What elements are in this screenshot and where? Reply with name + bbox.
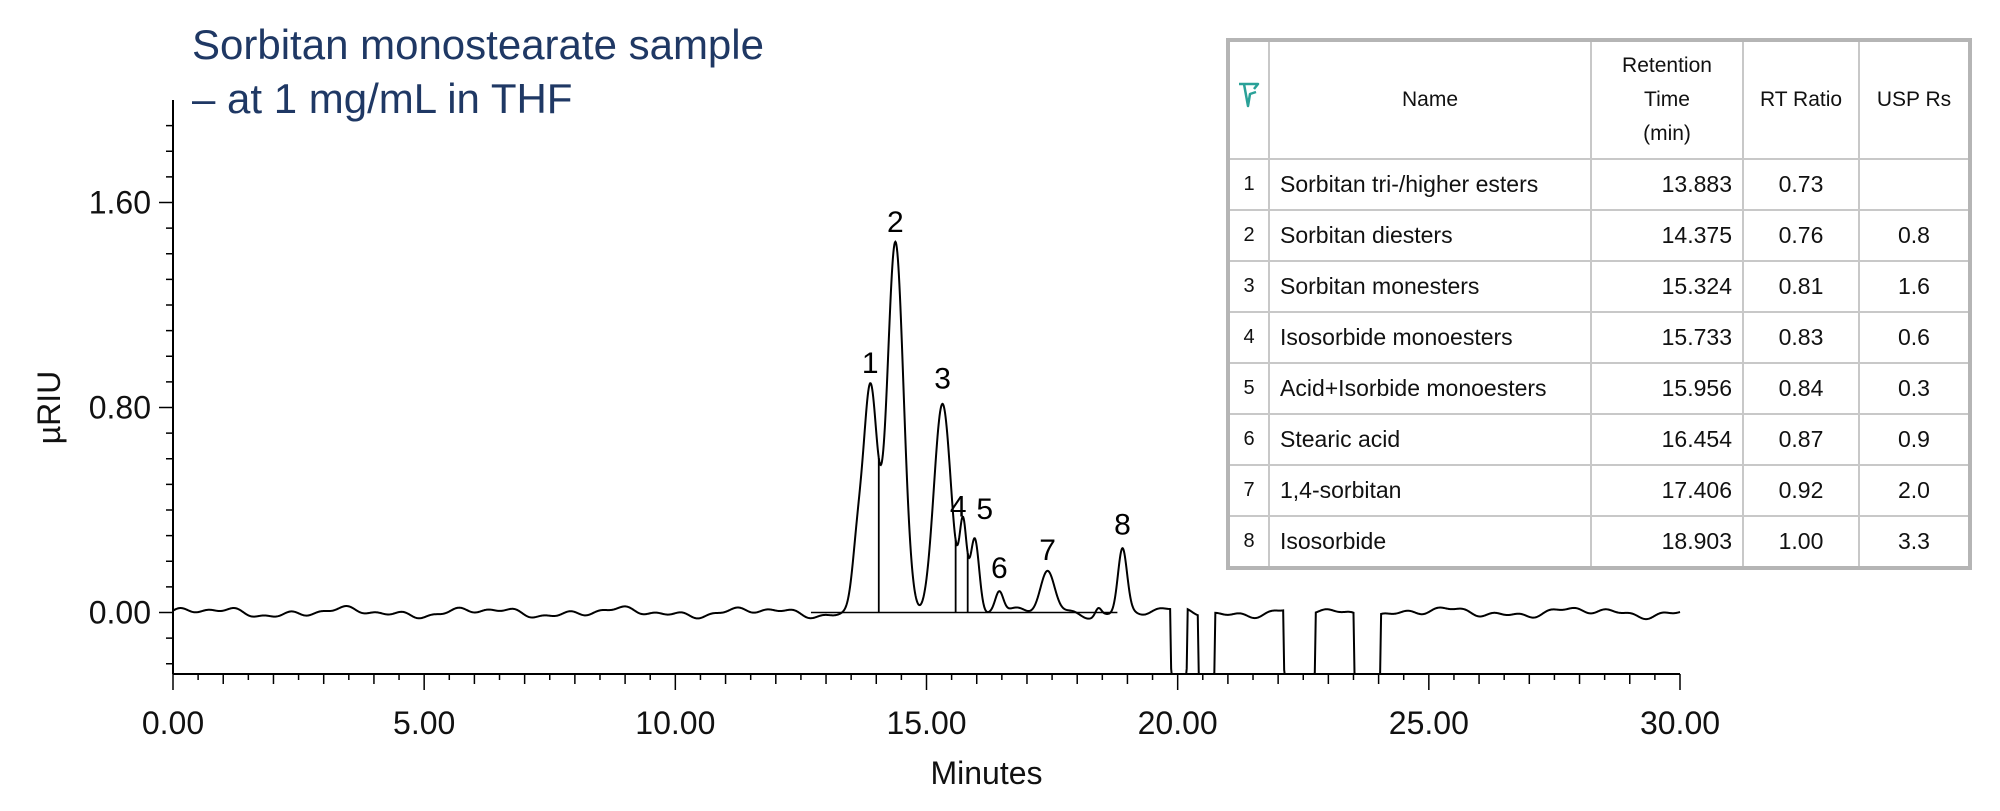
table-row: 7 1,4-sorbitan 17.406 0.92 2.0 [1227,464,1971,517]
row-retention-time: 15.733 [1590,311,1744,364]
row-usp-rs: 0.3 [1858,362,1971,415]
row-retention-time: 13.883 [1590,158,1744,211]
row-usp-rs: 0.6 [1858,311,1971,364]
table-row: 6 Stearic acid 16.454 0.87 0.9 [1227,413,1971,466]
x-tick-label: 0.00 [142,705,204,741]
peak-label: 4 [950,491,967,524]
row-rt-ratio: 1.00 [1742,515,1860,569]
chart-title-line-1: Sorbitan monostearate sample [192,21,764,68]
peak-label: 7 [1039,534,1056,567]
peak-label: 2 [887,206,904,239]
header-retention-line-2: Time [1644,88,1690,111]
row-retention-time: 16.454 [1590,413,1744,466]
row-rt-ratio: 0.92 [1742,464,1860,517]
row-index: 5 [1227,362,1270,415]
row-rt-ratio: 0.83 [1742,311,1860,364]
table-row: 2 Sorbitan diesters 14.375 0.76 0.8 [1227,209,1971,262]
peak-table: Name Retention Time (min) RT Ratio USP R… [1226,38,1972,570]
chart-title: Sorbitan monostearate sample – at 1 mg/m… [192,18,764,126]
row-retention-time: 14.375 [1590,209,1744,262]
peak-table-icon [1227,39,1270,160]
row-index: 8 [1227,515,1270,569]
row-usp-rs: 0.9 [1858,413,1971,466]
row-usp-rs: 1.6 [1858,260,1971,313]
row-index: 1 [1227,158,1270,211]
x-tick-label: 15.00 [886,705,966,741]
row-rt-ratio: 0.76 [1742,209,1860,262]
row-name: Acid+Isorbide monoesters [1268,362,1592,415]
y-tick-label: 1.60 [89,185,151,221]
table-row: 8 Isosorbide 18.903 1.00 3.3 [1227,515,1971,569]
table-row: 5 Acid+Isorbide monoesters 15.956 0.84 0.3 [1227,362,1971,415]
peak-label: 1 [862,347,879,380]
header-retention-line-3: (min) [1643,122,1691,145]
header-usp-rs: USP Rs [1858,39,1971,160]
row-retention-time: 15.956 [1590,362,1744,415]
row-name: Isosorbide [1268,515,1592,569]
row-index: 3 [1227,260,1270,313]
row-index: 6 [1227,413,1270,466]
y-tick-label: 0.00 [89,595,151,631]
row-rt-ratio: 0.87 [1742,413,1860,466]
row-name: Sorbitan monesters [1268,260,1592,313]
header-retention-time: Retention Time (min) [1590,39,1744,160]
row-name: Sorbitan tri-/higher esters [1268,158,1592,211]
peak-table-header-row: Name Retention Time (min) RT Ratio USP R… [1227,39,1971,160]
row-index: 2 [1227,209,1270,262]
header-rt-ratio: RT Ratio [1742,39,1860,160]
row-name: Isosorbide monoesters [1268,311,1592,364]
y-tick-label: 0.80 [89,390,151,426]
x-tick-label: 25.00 [1389,705,1469,741]
row-index: 7 [1227,464,1270,517]
peak-label: 3 [934,362,951,395]
table-row: 1 Sorbitan tri-/higher esters 13.883 0.73 [1227,158,1971,211]
row-index: 4 [1227,311,1270,364]
row-usp-rs: 2.0 [1858,464,1971,517]
x-tick-label: 20.00 [1138,705,1218,741]
header-retention-line-1: Retention [1622,54,1712,77]
table-row: 3 Sorbitan monesters 15.324 0.81 1.6 [1227,260,1971,313]
table-row: 4 Isosorbide monoesters 15.733 0.83 0.6 [1227,311,1971,364]
row-rt-ratio: 0.73 [1742,158,1860,211]
row-usp-rs [1858,158,1971,211]
peak-label: 5 [976,493,993,526]
row-retention-time: 17.406 [1590,464,1744,517]
row-retention-time: 18.903 [1590,515,1744,569]
row-name: Sorbitan diesters [1268,209,1592,262]
x-tick-label: 10.00 [635,705,715,741]
peak-label: 8 [1114,508,1131,541]
row-retention-time: 15.324 [1590,260,1744,313]
row-rt-ratio: 0.81 [1742,260,1860,313]
chart-title-line-2: – at 1 mg/mL in THF [192,75,573,122]
header-name: Name [1268,39,1592,160]
y-axis-title: µRIU [31,371,67,445]
x-tick-label: 5.00 [393,705,455,741]
chromatogram-trace [172,240,1681,675]
x-axis-title: Minutes [930,755,1042,791]
x-tick-label: 30.00 [1640,705,1720,741]
row-name: 1,4-sorbitan [1268,464,1592,517]
peak-label: 6 [991,552,1008,585]
row-rt-ratio: 0.84 [1742,362,1860,415]
row-name: Stearic acid [1268,413,1592,466]
row-usp-rs: 3.3 [1858,515,1971,569]
row-usp-rs: 0.8 [1858,209,1971,262]
